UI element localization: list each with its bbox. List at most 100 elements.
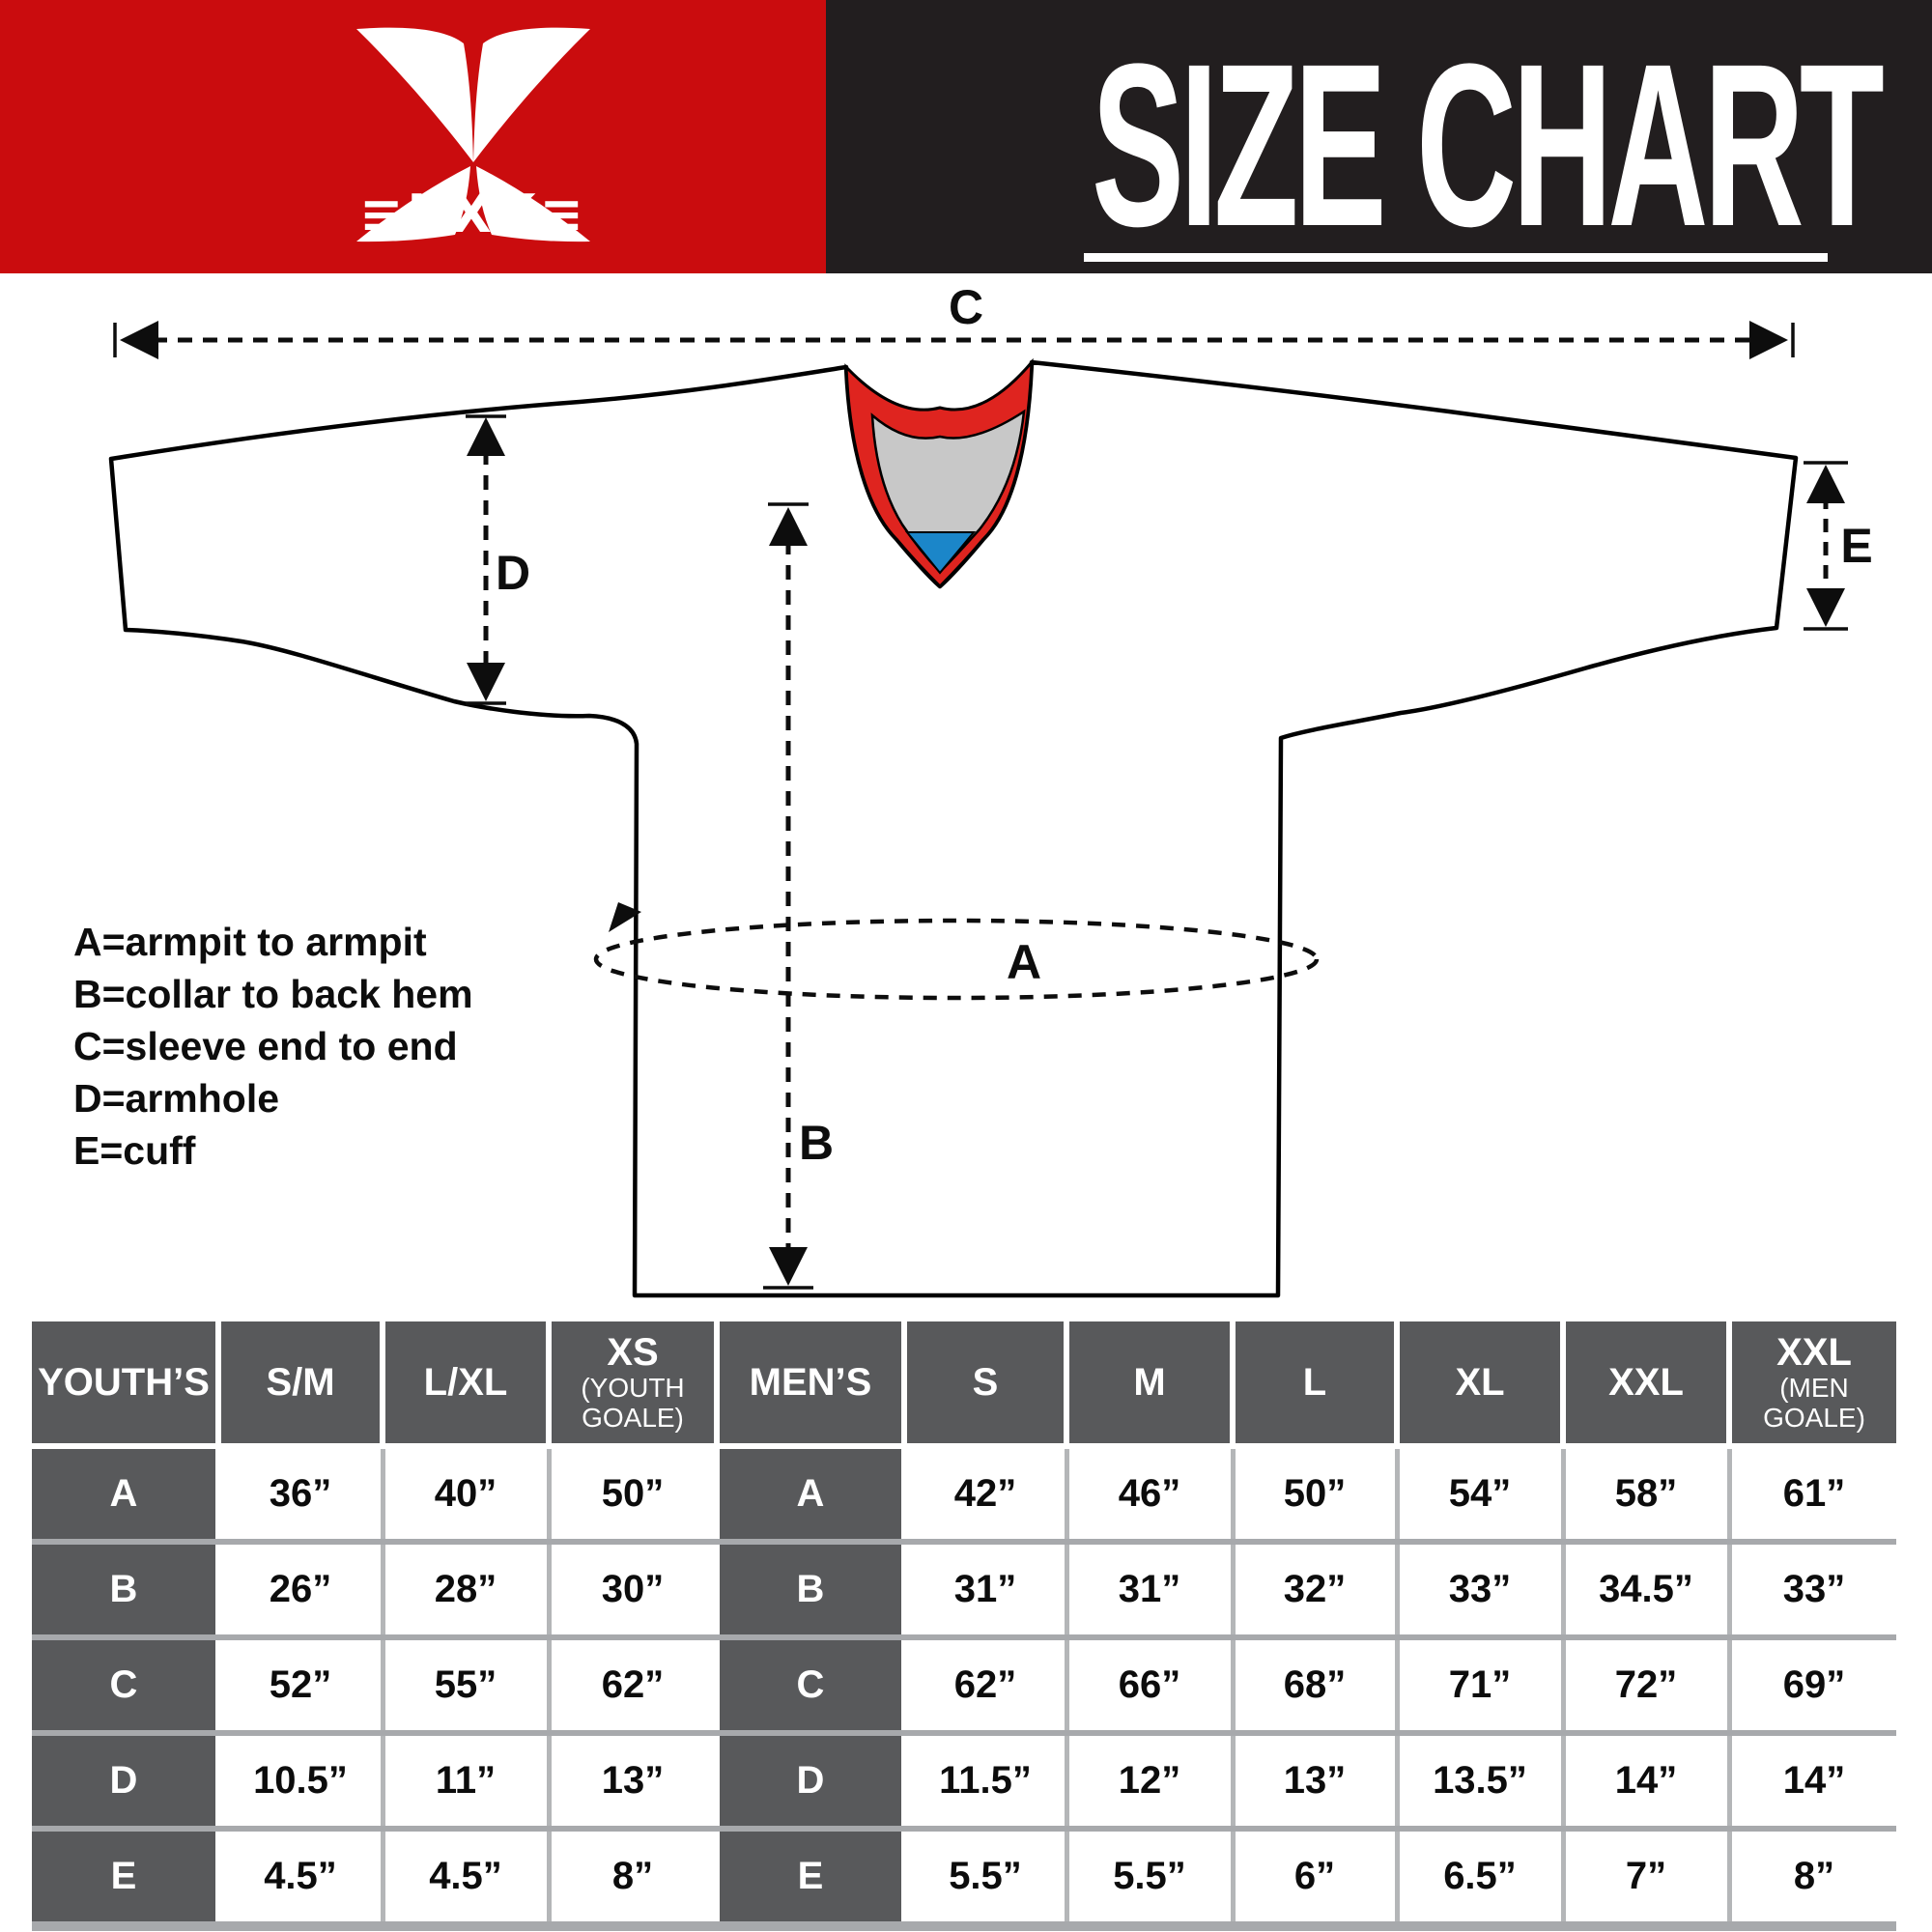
table-value: 55” [385, 1640, 546, 1730]
table-value: 13.5” [1400, 1736, 1560, 1826]
legend-line-d: D=armhole [73, 1076, 280, 1121]
col-header-m: M [1069, 1321, 1230, 1443]
page-title: SIZE CHART [1092, 15, 1885, 274]
row-label: D [32, 1736, 215, 1826]
measure-a-arrowhead [609, 902, 641, 932]
table-value: 62” [552, 1640, 714, 1730]
table-value: 7” [1566, 1832, 1726, 1921]
row-label: B [720, 1545, 901, 1634]
table-row-e: E 4.5” 4.5” 8” E 5.5” 5.5” 6” 6.5” 7” 8” [32, 1832, 1896, 1921]
table-row-c: C 52” 55” 62” C 62” 66” 68” 71” 72” 69” [32, 1640, 1896, 1730]
legend-line-e: E=cuff [73, 1128, 196, 1173]
table-value: 8” [1732, 1832, 1896, 1921]
size-table: YOUTH’S S/M L/XL XS (YOUTH GOALE) MEN’S S… [32, 1321, 1896, 1931]
col-header-xl: XL [1400, 1321, 1560, 1443]
col-header-l: L [1236, 1321, 1394, 1443]
row-label: C [720, 1640, 901, 1730]
kxk-logo-icon [356, 27, 590, 242]
logo-wordmark: ≡KXK≡ [359, 184, 587, 244]
row-label: B [32, 1545, 215, 1634]
table-value: 34.5” [1566, 1545, 1726, 1634]
title-underline [1084, 253, 1828, 262]
table-row-b: B 26” 28” 30” B 31” 31” 32” 33” 34.5” 33… [32, 1545, 1896, 1634]
collar-blue-insert [904, 531, 977, 575]
row-separator [32, 1826, 1896, 1832]
header-red-band: ≡KXK≡ [0, 0, 826, 273]
table-value: 6” [1236, 1832, 1394, 1921]
measure-b-label: B [799, 1116, 834, 1170]
measure-d-label: D [496, 546, 530, 600]
table-value: 12” [1069, 1736, 1230, 1826]
table-value: 61” [1732, 1449, 1896, 1539]
table-value: 58” [1566, 1449, 1726, 1539]
jersey-outline [108, 359, 1799, 1298]
row-label: D [720, 1736, 901, 1826]
table-row-d: D 10.5” 11” 13” D 11.5” 12” 13” 13.5” 14… [32, 1736, 1896, 1826]
table-value: 11.5” [907, 1736, 1064, 1826]
legend-line-c: C=sleeve end to end [73, 1024, 458, 1068]
measurement-legend: A=armpit to armpit B=collar to back hem … [73, 916, 473, 1177]
table-value: 6.5” [1400, 1832, 1560, 1921]
table-value: 30” [552, 1545, 714, 1634]
table-value: 10.5” [221, 1736, 380, 1826]
jersey-measurement-diagram: C D B E A [108, 280, 1873, 1298]
measure-a-label: A [1007, 935, 1041, 989]
row-label: A [32, 1449, 215, 1539]
table-bottom-bar [32, 1921, 1896, 1931]
table-value: 4.5” [385, 1832, 546, 1921]
table-value: 26” [221, 1545, 380, 1634]
table-value: 71” [1400, 1640, 1560, 1730]
table-value: 33” [1400, 1545, 1560, 1634]
table-value: 46” [1069, 1449, 1230, 1539]
table-value: 32” [1236, 1545, 1394, 1634]
table-value: 69” [1732, 1640, 1896, 1730]
col-header-mens: MEN’S [720, 1321, 901, 1443]
header-black-band [826, 0, 1932, 273]
table-value: 13” [1236, 1736, 1394, 1826]
measure-a-ellipse [593, 918, 1320, 1001]
row-separator [32, 1634, 1896, 1640]
col-header-xxl: XXL [1566, 1321, 1726, 1443]
table-value: 62” [907, 1640, 1064, 1730]
row-label: E [32, 1832, 215, 1921]
row-label: A [720, 1449, 901, 1539]
table-value: 13” [552, 1736, 714, 1826]
table-value: 52” [221, 1640, 380, 1730]
table-value: 42” [907, 1449, 1064, 1539]
col-header-s: S [907, 1321, 1064, 1443]
col-header-xxl-men-goale: XXL (MEN GOALE) [1732, 1321, 1896, 1443]
row-separator [32, 1730, 1896, 1736]
table-header-row: YOUTH’S S/M L/XL XS (YOUTH GOALE) MEN’S S… [32, 1321, 1896, 1443]
row-label: C [32, 1640, 215, 1730]
table-value: 11” [385, 1736, 546, 1826]
table-value: 33” [1732, 1545, 1896, 1634]
table-value: 36” [221, 1449, 380, 1539]
table-value: 50” [1236, 1449, 1394, 1539]
table-value: 31” [1069, 1545, 1230, 1634]
col-header-sm: S/M [221, 1321, 380, 1443]
col-header-xs-youth-goale: XS (YOUTH GOALE) [552, 1321, 714, 1443]
table-value: 4.5” [221, 1832, 380, 1921]
col-header-youths: YOUTH’S [32, 1321, 215, 1443]
legend-line-b: B=collar to back hem [73, 972, 473, 1016]
measure-e-label: E [1840, 519, 1872, 573]
table-value: 14” [1732, 1736, 1896, 1826]
measure-c-label: C [949, 280, 983, 334]
table-value: 31” [907, 1545, 1064, 1634]
table-value: 28” [385, 1545, 546, 1634]
col-header-lxl: L/XL [385, 1321, 546, 1443]
table-value: 5.5” [1069, 1832, 1230, 1921]
table-value: 68” [1236, 1640, 1394, 1730]
table-value: 50” [552, 1449, 714, 1539]
table-value: 72” [1566, 1640, 1726, 1730]
table-value: 54” [1400, 1449, 1560, 1539]
table-value: 8” [552, 1832, 714, 1921]
table-value: 5.5” [907, 1832, 1064, 1921]
table-value: 14” [1566, 1736, 1726, 1826]
legend-line-a: A=armpit to armpit [73, 920, 427, 964]
table-value: 66” [1069, 1640, 1230, 1730]
row-label: E [720, 1832, 901, 1921]
table-value: 40” [385, 1449, 546, 1539]
table-row-a: A 36” 40” 50” A 42” 46” 50” 54” 58” 61” [32, 1449, 1896, 1539]
